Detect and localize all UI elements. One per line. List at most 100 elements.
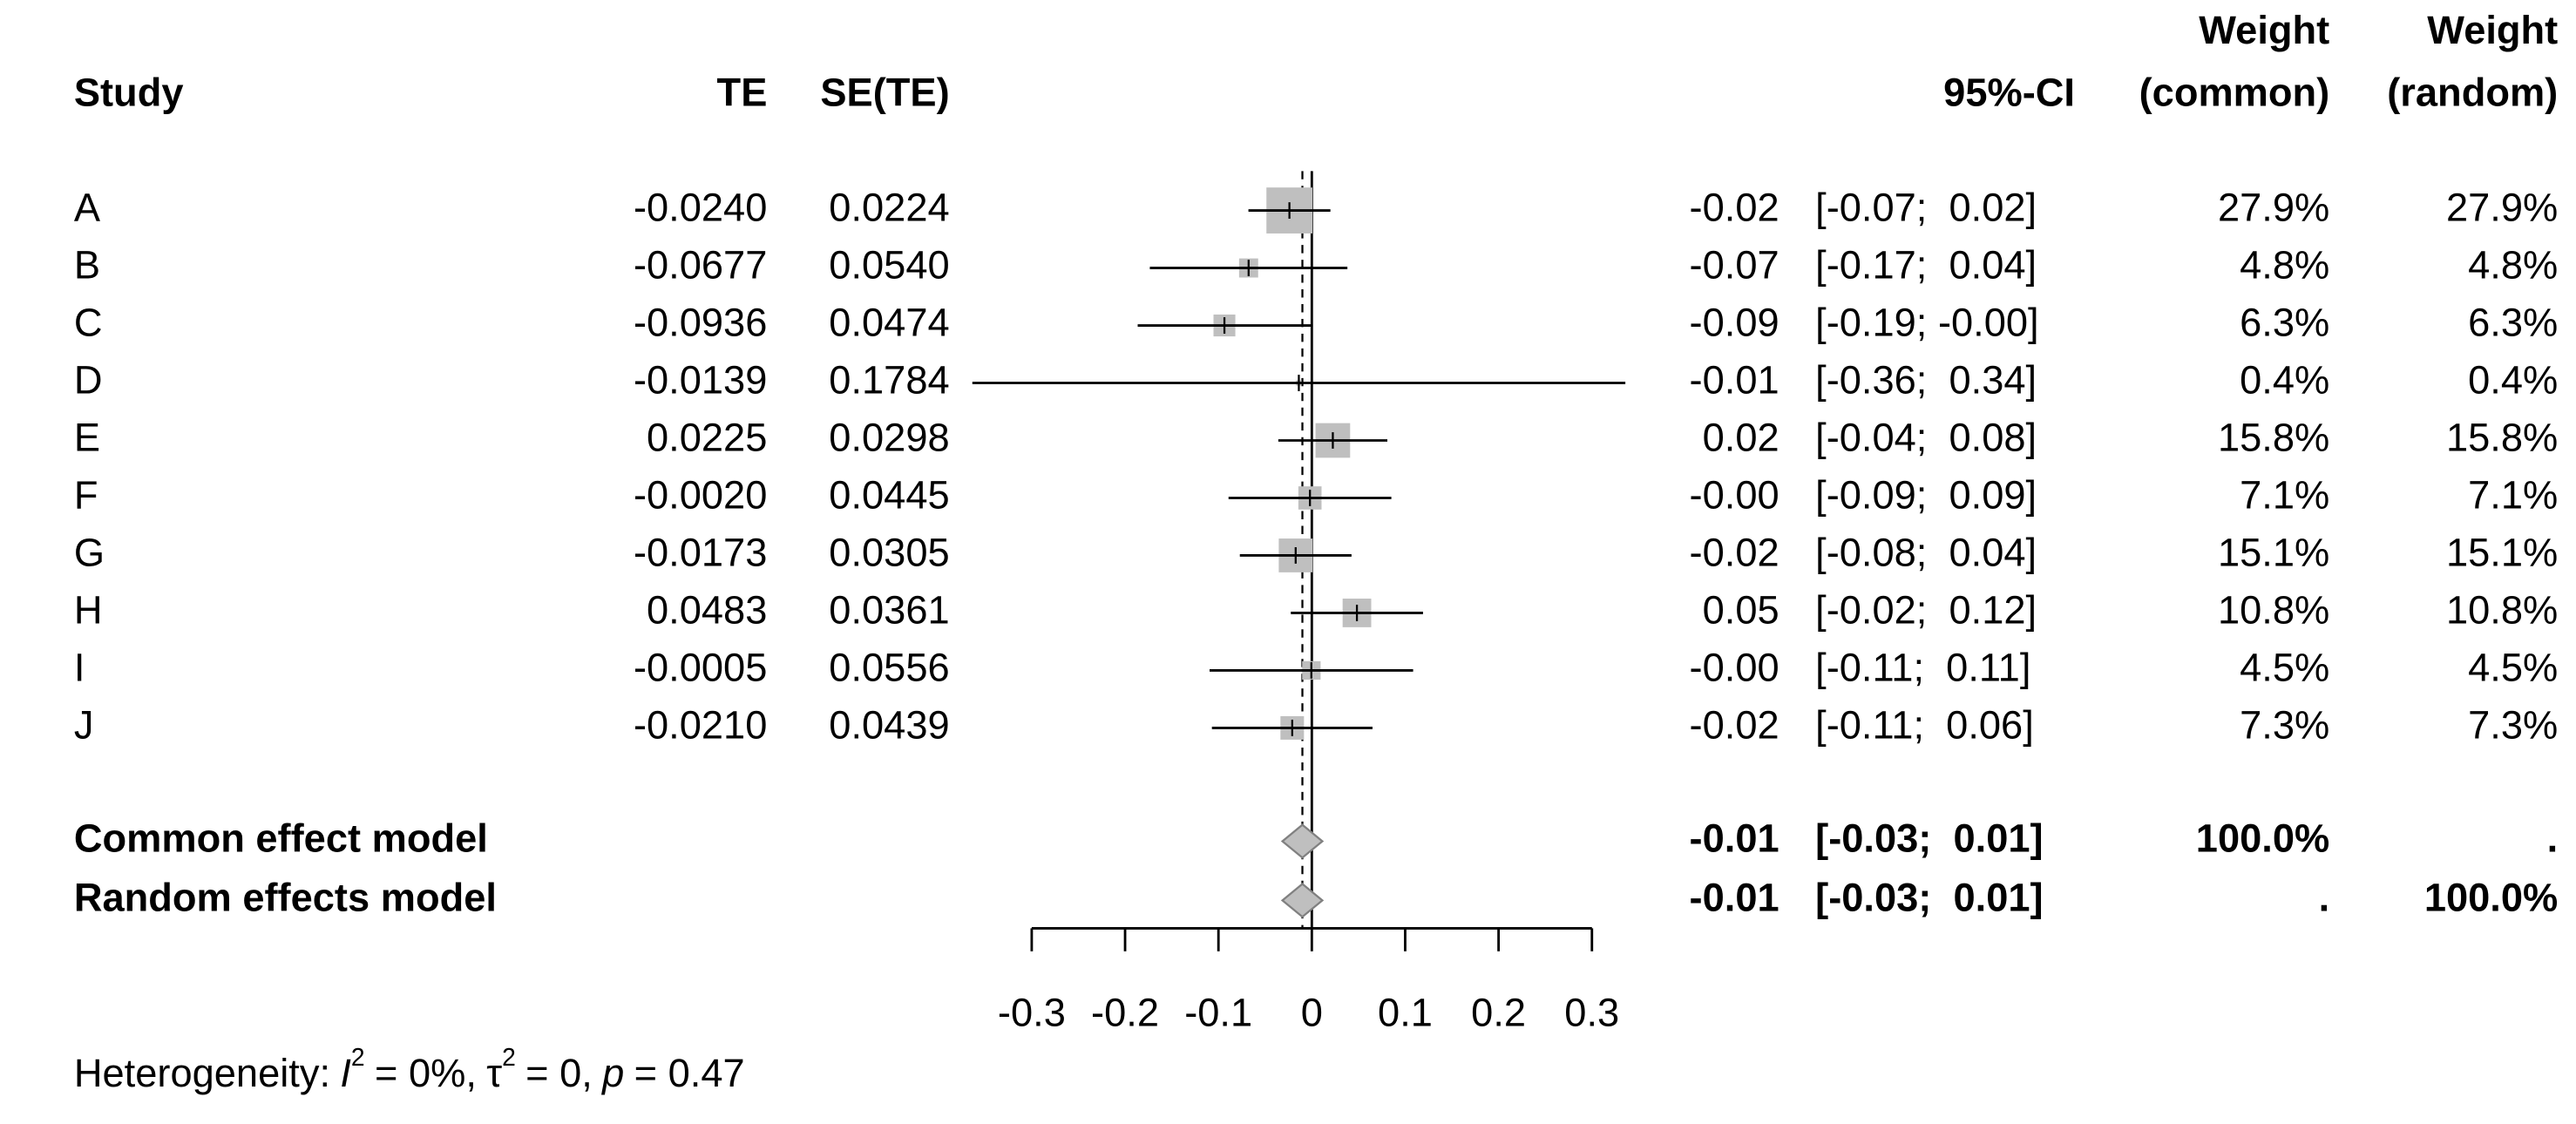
weight-random: 7.3% xyxy=(2468,702,2558,747)
se-value: 0.0445 xyxy=(829,472,949,517)
te-value: -0.0210 xyxy=(634,702,767,747)
p-value: = 0.47 xyxy=(634,1051,745,1095)
model-label: Common effect model xyxy=(74,816,488,860)
exponent: 2 xyxy=(351,1044,365,1072)
weight-common: 27.9% xyxy=(2218,186,2329,230)
symbol: p xyxy=(600,1051,624,1095)
weight-common: 4.8% xyxy=(2240,243,2329,288)
te-value: -0.0020 xyxy=(634,472,767,517)
estimate-value: -0.00 xyxy=(1690,645,1779,689)
weight-random: 4.8% xyxy=(2468,243,2558,288)
te-value: -0.0936 xyxy=(634,300,767,344)
weight-common: 15.1% xyxy=(2218,530,2329,574)
weight-random: 0.4% xyxy=(2468,357,2558,402)
se-value: 0.0305 xyxy=(829,530,949,574)
x-tick-label: 0.3 xyxy=(1564,990,1619,1034)
te-value: -0.0240 xyxy=(634,186,767,230)
header-te: TE xyxy=(717,71,768,115)
weight-common: 6.3% xyxy=(2240,300,2329,344)
estimate-value: -0.02 xyxy=(1690,186,1779,230)
diamond xyxy=(1280,823,1325,859)
study-label: J xyxy=(74,702,94,747)
se-value: 0.0224 xyxy=(829,186,949,230)
study-label: B xyxy=(74,243,100,288)
ci-value: [-0.17; 0.04] xyxy=(1815,243,2037,288)
model-label: Random effects model xyxy=(74,875,497,919)
x-tick-label: 0.2 xyxy=(1471,990,1526,1034)
weight-random: 6.3% xyxy=(2468,300,2558,344)
se-value: 0.0474 xyxy=(829,300,949,344)
heterogeneity-text: Heterogeneity: xyxy=(74,1051,330,1095)
ci-value: [-0.03; 0.01] xyxy=(1815,816,2043,860)
header-weight: Weight xyxy=(2427,8,2558,52)
x-tick-label: 0.1 xyxy=(1378,990,1433,1034)
weight-random: . xyxy=(2547,816,2559,860)
ci-value: [-0.07; 0.02] xyxy=(1815,186,2037,230)
weight-random: 15.8% xyxy=(2446,415,2558,459)
header-weight: (random) xyxy=(2387,71,2558,115)
te-value: -0.0005 xyxy=(634,645,767,689)
x-tick-label: 0 xyxy=(1301,990,1323,1034)
weight-random: 27.9% xyxy=(2446,186,2558,230)
weight-common: 15.8% xyxy=(2218,415,2329,459)
ci-value: [-0.11; 0.06] xyxy=(1815,702,2034,747)
header-se: SE(TE) xyxy=(820,71,949,115)
estimate-value: -0.02 xyxy=(1690,530,1779,574)
ci-value: [-0.08; 0.04] xyxy=(1815,530,2037,574)
weight-common: 7.3% xyxy=(2240,702,2329,747)
te-value: -0.0677 xyxy=(634,243,767,288)
estimate-value: -0.02 xyxy=(1690,702,1779,747)
estimate-value: -0.01 xyxy=(1690,357,1779,402)
ci-value: [-0.02; 0.12] xyxy=(1815,587,2037,632)
study-label: C xyxy=(74,300,103,344)
header-weight: (common) xyxy=(2139,71,2330,115)
weight-random: 7.1% xyxy=(2468,472,2558,517)
ci-value: [-0.09; 0.09] xyxy=(1815,472,2037,517)
weight-common: 10.8% xyxy=(2218,587,2329,632)
weight-common: 7.1% xyxy=(2240,472,2329,517)
tau2: = 0, xyxy=(525,1051,593,1095)
ci-value: [-0.04; 0.08] xyxy=(1815,415,2037,459)
te-value: -0.0173 xyxy=(634,530,767,574)
ci-value: [-0.03; 0.01] xyxy=(1815,875,2043,919)
te-value: 0.0225 xyxy=(647,415,767,459)
weight-common: . xyxy=(2319,875,2330,919)
header-ci: 95%-CI xyxy=(1943,71,2075,115)
se-value: 0.1784 xyxy=(829,357,949,402)
study-label: F xyxy=(74,472,98,517)
ci-value: [-0.36; 0.34] xyxy=(1815,357,2037,402)
estimate-value: 0.02 xyxy=(1703,415,1779,459)
study-label: I xyxy=(74,645,85,689)
study-label: D xyxy=(74,357,103,402)
se-value: 0.0439 xyxy=(829,702,949,747)
study-label: G xyxy=(74,530,105,574)
x-tick-label: -0.2 xyxy=(1091,990,1159,1034)
se-value: 0.0298 xyxy=(829,415,949,459)
study-label: H xyxy=(74,587,103,632)
weight-common: 4.5% xyxy=(2240,645,2329,689)
weight-random: 4.5% xyxy=(2468,645,2558,689)
x-tick-label: -0.3 xyxy=(998,990,1066,1034)
symbol: I xyxy=(340,1051,351,1095)
i2: = 0%, xyxy=(375,1051,477,1095)
ci-value: [-0.11; 0.11] xyxy=(1815,645,2030,689)
estimate-value: -0.07 xyxy=(1690,243,1779,288)
te-value: -0.0139 xyxy=(634,357,767,402)
symbol: τ xyxy=(486,1051,502,1095)
te-value: 0.0483 xyxy=(647,587,767,632)
estimate-value: -0.01 xyxy=(1690,816,1779,860)
x-tick-label: -0.1 xyxy=(1184,990,1252,1034)
weight-common: 100.0% xyxy=(2196,816,2329,860)
se-value: 0.0540 xyxy=(829,243,949,288)
exponent: 2 xyxy=(502,1044,516,1072)
se-value: 0.0556 xyxy=(829,645,949,689)
diamond xyxy=(1280,883,1325,918)
estimate-value: -0.09 xyxy=(1690,300,1779,344)
study-label: E xyxy=(74,415,100,459)
estimate-value: 0.05 xyxy=(1703,587,1779,632)
se-value: 0.0361 xyxy=(829,587,949,632)
header-study: Study xyxy=(74,71,184,115)
weight-random: 15.1% xyxy=(2446,530,2558,574)
weight-random: 100.0% xyxy=(2424,875,2558,919)
